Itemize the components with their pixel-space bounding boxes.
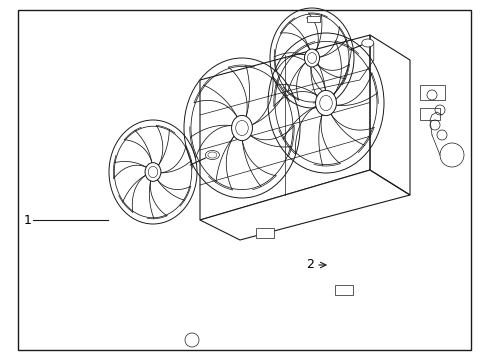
Ellipse shape: [148, 166, 158, 177]
FancyBboxPatch shape: [334, 285, 352, 295]
Ellipse shape: [205, 150, 219, 159]
FancyBboxPatch shape: [256, 228, 273, 238]
Ellipse shape: [207, 152, 217, 158]
Ellipse shape: [304, 49, 319, 67]
Text: 1: 1: [24, 213, 32, 226]
FancyBboxPatch shape: [306, 16, 319, 22]
Polygon shape: [200, 170, 409, 240]
Ellipse shape: [231, 116, 252, 141]
Ellipse shape: [307, 53, 316, 63]
FancyBboxPatch shape: [419, 85, 444, 100]
Ellipse shape: [235, 121, 248, 136]
Ellipse shape: [315, 90, 336, 116]
Ellipse shape: [145, 163, 161, 181]
FancyBboxPatch shape: [419, 108, 439, 120]
Ellipse shape: [361, 39, 373, 47]
Text: 2: 2: [305, 258, 313, 271]
Ellipse shape: [319, 95, 331, 111]
